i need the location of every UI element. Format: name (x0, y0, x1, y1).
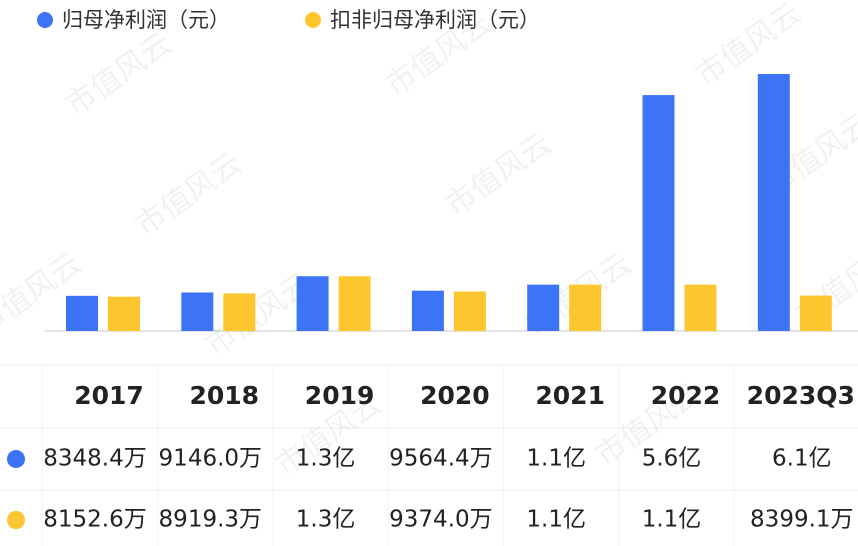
watermark: 市值风云 (689, 0, 807, 94)
legend-marker (305, 12, 321, 28)
table-value: 8399.1万 (750, 507, 853, 533)
row-marker (7, 450, 25, 468)
bar (338, 276, 371, 331)
bar (296, 276, 329, 331)
table-value: 9564.4万 (389, 446, 492, 472)
bar (66, 295, 98, 331)
bar (527, 284, 560, 331)
table-value: 1.3亿 (296, 507, 356, 533)
watermark: 市值风云 (129, 146, 247, 243)
bar (799, 295, 832, 331)
bar (411, 290, 444, 331)
table-value: 9374.0万 (389, 507, 492, 533)
x-tick-label: 2022 (651, 381, 721, 410)
bar (181, 292, 214, 331)
table-value: 8919.3万 (159, 507, 262, 533)
table-value: 1.3亿 (296, 446, 356, 472)
bar (569, 284, 602, 331)
bar (757, 74, 790, 331)
table-value: 8348.4万 (43, 446, 146, 472)
x-tick-label: 2017 (74, 381, 144, 410)
table-value: 9146.0万 (159, 446, 262, 472)
legend-marker (37, 12, 53, 28)
bar (684, 284, 717, 331)
x-tick-label: 2023Q3 (747, 381, 855, 410)
bar (223, 293, 256, 331)
table-value: 6.1亿 (772, 446, 832, 472)
legend-label: 扣非归母净利润（元） (330, 8, 540, 32)
table-value: 8152.6万 (43, 507, 146, 533)
x-tick-label: 2018 (190, 381, 260, 410)
table-value: 1.1亿 (526, 507, 586, 533)
bar (642, 95, 675, 331)
table-value: 1.1亿 (642, 507, 702, 533)
row-marker (7, 511, 25, 529)
watermark: 市值风云 (59, 26, 177, 123)
bar (108, 296, 140, 331)
legend-label: 归母净利润（元） (62, 8, 230, 32)
watermark: 市值风云 (439, 126, 557, 223)
x-tick-label: 2019 (305, 381, 375, 410)
table-value: 1.1亿 (526, 446, 586, 472)
x-tick-label: 2020 (420, 381, 490, 410)
bar (453, 291, 486, 331)
table-value: 5.6亿 (642, 446, 702, 472)
x-tick-label: 2021 (535, 381, 605, 410)
